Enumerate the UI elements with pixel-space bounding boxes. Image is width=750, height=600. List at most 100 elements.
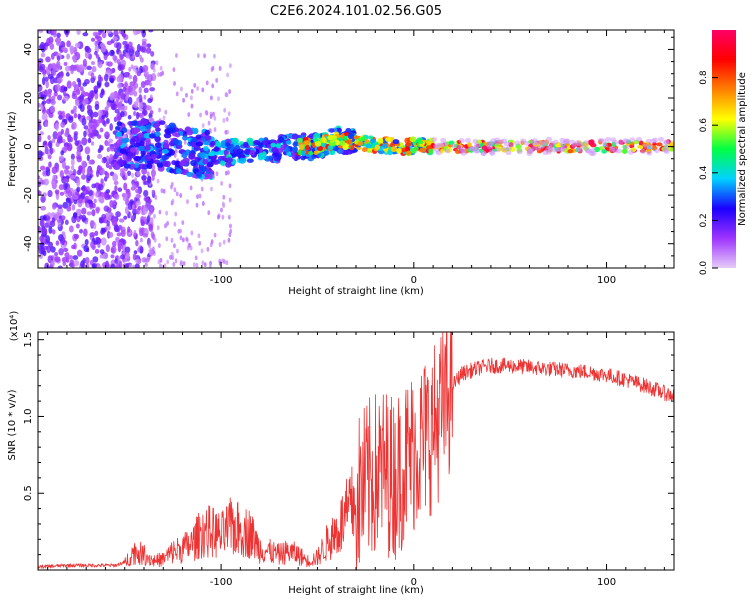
- spectrogram-cell: [419, 147, 426, 153]
- spectrogram-cell: [49, 220, 56, 227]
- spectrogram-cell: [210, 239, 214, 245]
- spectrogram-cell: [79, 86, 84, 92]
- spectrogram-cell: [71, 93, 78, 100]
- spectrogram-cell: [668, 147, 674, 152]
- spectrogram-cell: [225, 260, 229, 266]
- spectrogram-cell: [38, 134, 42, 143]
- spectrogram-cell: [127, 115, 132, 120]
- spectrogram-cell: [48, 161, 52, 168]
- spectrogram-cell: [646, 150, 653, 156]
- spectrogram-cell: [41, 100, 47, 105]
- spectrogram-cell: [92, 256, 99, 263]
- spectrogram-cell: [84, 146, 91, 155]
- spectrogram-cell: [124, 192, 128, 198]
- spectrogram-cell: [134, 69, 138, 74]
- spectrogram-cell: [602, 142, 609, 148]
- spectrogram-cell: [118, 101, 123, 108]
- spectrogram-cell: [173, 187, 177, 193]
- spectrogram-cell: [151, 175, 155, 181]
- spectrogram-cell: [67, 136, 74, 143]
- spectrogram-cell: [144, 154, 153, 162]
- spectrogram-cell: [114, 125, 121, 131]
- spectrogram-cell: [658, 136, 665, 142]
- spectrogram-cell: [38, 102, 42, 108]
- spectrogram-cell: [149, 81, 152, 87]
- spectrogram-cell: [148, 243, 151, 249]
- snr-scale-label: (x10⁴): [9, 311, 20, 342]
- spectrogram-cell: [252, 139, 261, 146]
- spectrogram-cell: [486, 141, 493, 147]
- spectrogram-cell: [132, 87, 136, 93]
- spectrogram-cell: [88, 159, 94, 165]
- spectrogram-cell: [258, 152, 264, 158]
- spectrogram-cell: [95, 236, 100, 242]
- spectrogram-cell: [170, 181, 174, 187]
- spectrogram-cell: [103, 156, 107, 164]
- spectrogram-cell: [54, 84, 61, 92]
- spectrogram-cell: [63, 86, 68, 92]
- snr-y-tick-label: 0.5: [23, 485, 34, 501]
- spectrogram-cell: [225, 142, 231, 147]
- spectrogram-cell: [62, 257, 66, 264]
- spectrogram-cell: [79, 94, 85, 100]
- spectrogram-cell: [204, 129, 211, 136]
- spectrogram-cell: [211, 65, 215, 71]
- spectrogram-cell: [460, 150, 467, 156]
- spectrogram-cell: [90, 60, 96, 66]
- spectrogram-cell: [196, 194, 199, 200]
- spectrogram-cell: [83, 130, 87, 138]
- spectrogram-cell: [84, 45, 90, 51]
- spectrogram-cell: [494, 147, 501, 153]
- spectrogram-cell: [206, 246, 210, 252]
- spectrogram-cell: [139, 54, 142, 60]
- spectrogram-cell: [516, 149, 523, 155]
- spectrogram-cell: [78, 64, 85, 72]
- spectrogram-cell: [190, 159, 197, 167]
- spectrogram-cell: [331, 135, 337, 141]
- spectrogram-cell: [124, 206, 130, 215]
- spectrogram-cell: [55, 37, 62, 43]
- spectrogram-cell: [57, 204, 63, 209]
- spectrogram-cell: [571, 142, 578, 148]
- spectrogram-cell: [154, 135, 161, 143]
- spectrogram-cell: [204, 109, 208, 115]
- spectrogram-cell: [90, 76, 96, 84]
- spectrogram-cell: [225, 116, 229, 122]
- spectrogram-cell: [368, 135, 374, 140]
- spectrogram-cell: [106, 219, 110, 227]
- spectrogram-cell: [214, 150, 220, 156]
- spectrogram-cell: [215, 171, 219, 177]
- spectrogram-cell: [123, 137, 130, 143]
- spectrogram-cell: [195, 262, 199, 268]
- spectrogram-cell: [59, 191, 65, 196]
- spectrogram-cell: [601, 149, 608, 154]
- spectrogram-cell: [123, 163, 131, 169]
- spectrogram-cell: [413, 146, 419, 151]
- spectrogram-cell: [213, 53, 216, 59]
- snr-y-axis: 0.5 1.0 1.5: [23, 332, 674, 556]
- spectrogram-cell: [228, 232, 232, 238]
- spectrogram-cell: [153, 237, 157, 243]
- spectrogram-cell: [190, 230, 194, 236]
- spectrogram-cell: [545, 149, 552, 155]
- spectrogram-cell: [444, 148, 451, 154]
- spectrogram-cell: [105, 244, 110, 253]
- colorbar-tick-label: 0.8: [699, 70, 709, 85]
- spectrogram-cell: [218, 242, 222, 247]
- spectrogram-cell: [149, 87, 156, 92]
- spectrogram-cell: [176, 248, 179, 254]
- spectrogram-cell: [90, 141, 95, 146]
- spectrogram-cell: [81, 174, 87, 180]
- spectrogram-cell: [48, 225, 53, 234]
- spectrogram-cell: [51, 138, 56, 144]
- spectrogram-cell: [134, 263, 140, 268]
- spectrogram-cell: [622, 148, 628, 154]
- spectrogram-cell: [136, 98, 140, 104]
- spectrogram-cell: [173, 221, 177, 227]
- spectrogram-cell: [374, 144, 381, 151]
- spectrogram-cell: [175, 168, 182, 174]
- spectrogram-cell: [190, 103, 194, 109]
- spectrogram-cell: [82, 187, 88, 196]
- spectrogram-cell: [139, 65, 144, 74]
